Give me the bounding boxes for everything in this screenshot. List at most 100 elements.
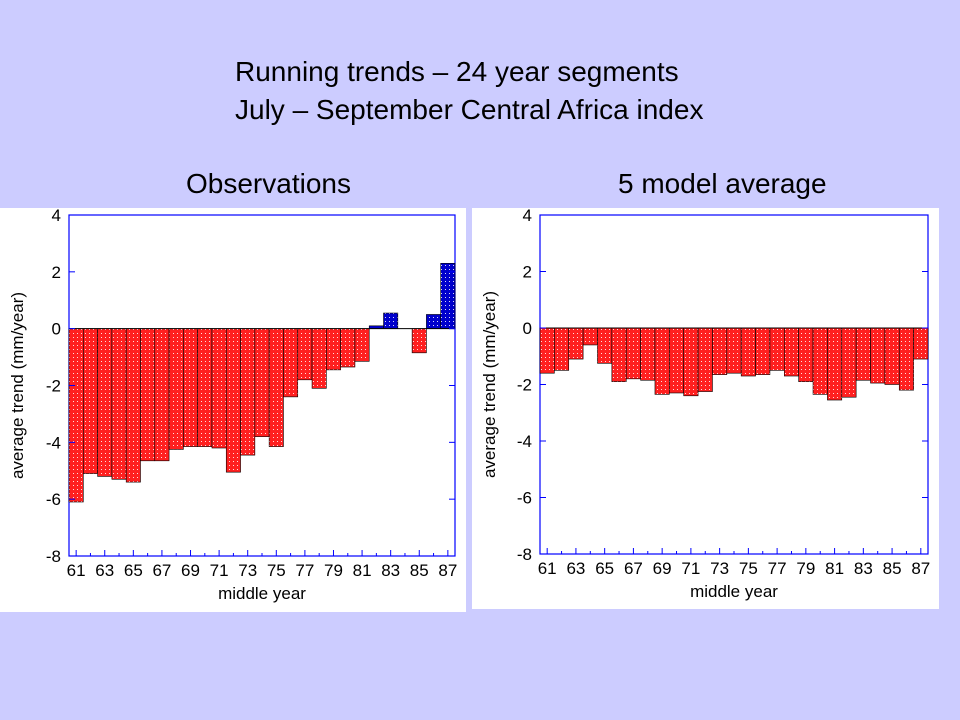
bar-61 <box>539 327 555 374</box>
x-axis-label: middle year <box>218 584 306 603</box>
x-tick-label: 61 <box>538 559 557 578</box>
y-tick-label: 0 <box>523 319 532 338</box>
bar-81 <box>354 328 370 362</box>
bar-76 <box>755 327 771 375</box>
observations-chart-panel: 4 2 0 -2 -4 -6 -8 61 63 65 67 69 71 73 75 77 79 81 83 85 87 m… <box>0 208 466 612</box>
x-tick-label: 73 <box>710 559 729 578</box>
bar-73 <box>712 327 728 375</box>
y-tick-label: 2 <box>52 263 61 282</box>
bar-68 <box>640 327 656 381</box>
bar-61 <box>68 328 84 503</box>
y-tick-label: 4 <box>52 208 61 225</box>
y-tick-label: 4 <box>523 208 532 225</box>
y-tick-label: -2 <box>46 377 61 396</box>
bar-85 <box>411 328 427 354</box>
bar-83 <box>855 327 871 381</box>
plot-frame <box>539 214 929 555</box>
observations-chart-title: Observations <box>186 168 351 199</box>
slide-title-line-2: July – September Central Africa index <box>235 94 704 125</box>
bar-62 <box>554 327 570 371</box>
bar-84 <box>870 327 886 384</box>
bar-68 <box>168 328 184 450</box>
bar-71 <box>683 327 699 397</box>
bar-62 <box>82 328 98 474</box>
bar-74 <box>726 327 742 374</box>
bar-81 <box>827 327 843 401</box>
x-tick-label: 67 <box>624 559 643 578</box>
x-tick-label: 67 <box>152 561 171 580</box>
x-tick-label: 81 <box>825 559 844 578</box>
bar-64 <box>582 327 598 346</box>
bar-78 <box>311 328 327 389</box>
x-tick-label: 61 <box>67 561 86 580</box>
x-tick-label: 85 <box>883 559 902 578</box>
bar-70 <box>669 327 685 394</box>
bar-72 <box>225 328 241 473</box>
x-tick-label: 73 <box>238 561 257 580</box>
bar-77 <box>297 328 313 381</box>
bar-79 <box>326 328 341 371</box>
bar-75 <box>740 327 756 377</box>
x-tick-label: 75 <box>267 561 286 580</box>
bar-63 <box>97 328 113 477</box>
model-average-chart-title: 5 model average <box>618 168 827 199</box>
x-tick-label: 71 <box>210 561 229 580</box>
x-axis-label: middle year <box>690 582 778 601</box>
bar-66 <box>140 328 156 462</box>
bar-63 <box>568 327 584 360</box>
bar-87 <box>913 327 929 360</box>
model-average-chart-panel: 4 2 0 -2 -4 -6 -8 61 63 65 67 69 71 73 75 77 79 81 83 85 87 m… <box>472 208 939 609</box>
x-tick-label: 63 <box>95 561 114 580</box>
x-tick-label: 79 <box>796 559 815 578</box>
bar-82 <box>841 327 857 398</box>
x-tick-label: 71 <box>681 559 700 578</box>
bar-70 <box>197 328 213 447</box>
x-tick-label: 77 <box>295 561 314 580</box>
x-tick-label: 75 <box>739 559 758 578</box>
bar-78 <box>783 327 799 377</box>
bar-80 <box>340 328 356 368</box>
model-average-bar-chart: 4 2 0 -2 -4 -6 -8 61 63 65 67 69 71 73 75 77 79 81 83 85 87 m… <box>480 208 930 601</box>
x-tick-label: 79 <box>324 561 343 580</box>
bar-71 <box>211 328 227 449</box>
bar-65 <box>125 328 141 483</box>
slide-title-line-1: Running trends – 24 year segments <box>235 56 679 87</box>
x-tick-label: 87 <box>438 561 457 580</box>
bar-69 <box>183 328 198 447</box>
y-tick-label: -4 <box>46 433 61 452</box>
bar-75 <box>268 328 284 447</box>
x-tick-label: 83 <box>854 559 873 578</box>
bar-64 <box>111 328 127 480</box>
x-tick-label: 65 <box>124 561 143 580</box>
bar-66 <box>611 327 627 382</box>
bar-85 <box>884 327 900 385</box>
bar-76 <box>283 328 299 398</box>
x-tick-label: 69 <box>653 559 672 578</box>
y-tick-label: 0 <box>52 320 61 339</box>
y-tick-label: 2 <box>523 263 532 282</box>
bar-80 <box>812 327 828 395</box>
bar-86 <box>426 314 442 329</box>
bar-86 <box>898 327 914 391</box>
bar-77 <box>769 327 785 371</box>
x-tick-label: 85 <box>410 561 429 580</box>
y-axis-label: average trend (mm/year) <box>8 292 27 479</box>
observations-bar-chart: 4 2 0 -2 -4 -6 -8 61 63 65 67 69 71 73 75 77 79 81 83 85 87 m… <box>8 208 457 603</box>
bar-67 <box>154 328 170 462</box>
bar-73 <box>240 328 256 456</box>
bar-72 <box>697 327 713 392</box>
y-tick-label: -2 <box>517 376 532 395</box>
bar-67 <box>625 327 641 380</box>
x-tick-label: 81 <box>353 561 372 580</box>
y-tick-label: -6 <box>46 490 61 509</box>
x-tick-label: 87 <box>911 559 930 578</box>
y-tick-label: -8 <box>517 545 532 564</box>
y-tick-label: -8 <box>46 547 61 566</box>
y-tick-label: -4 <box>517 432 532 451</box>
bar-74 <box>254 328 270 437</box>
x-tick-label: 63 <box>566 559 585 578</box>
bar-87 <box>440 263 456 329</box>
y-axis-label: average trend (mm/year) <box>480 291 499 478</box>
y-tick-label: -6 <box>517 489 532 508</box>
bar-83 <box>383 312 399 329</box>
